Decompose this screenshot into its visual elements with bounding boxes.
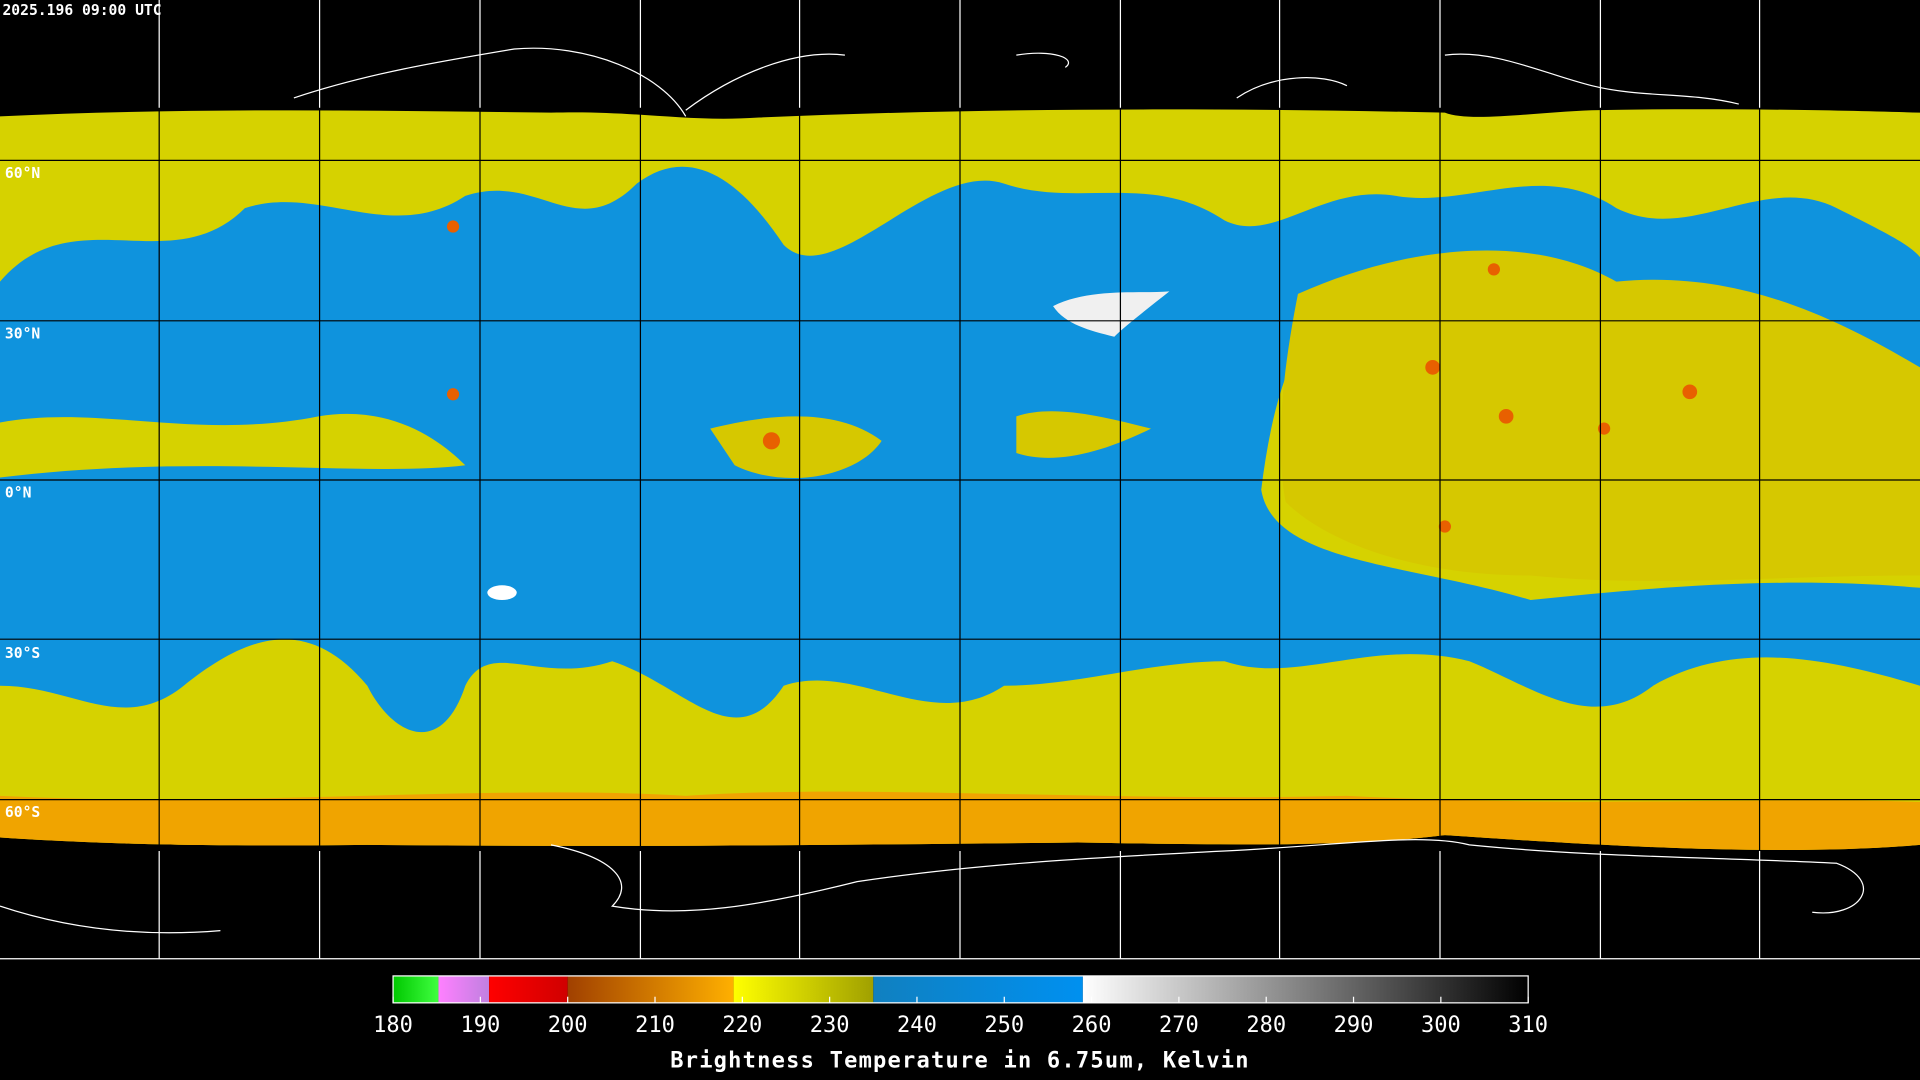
graticule-polar [0,0,1920,960]
timestamp: 2025.196 09:00 UTC [2,2,161,19]
colorbar-tick-label: 200 [548,1013,588,1038]
colorbar-segment [567,975,734,1003]
colorbar-tick-label: 290 [1334,1013,1374,1038]
colorbar-segment [733,975,874,1003]
colorbar-tick-label: 190 [460,1013,500,1038]
colorbar: 180 190 200 210 220 230 240 250 260 270 280 290 300 3… [373,975,1548,1038]
colorbar-tick-label: 280 [1246,1013,1286,1038]
lat-label: 30°S [5,645,40,662]
colorbar-tick-label: 300 [1421,1013,1461,1038]
colorbar-tick-label: 270 [1159,1013,1199,1038]
colorbar-tick-label: 220 [722,1013,762,1038]
colorbar-tick-label: 250 [984,1013,1024,1038]
colorbar-frame [392,975,1529,1004]
colorbar-tick-label: 240 [897,1013,937,1038]
colorbar-tick-label: 210 [635,1013,675,1038]
lat-label: 30°N [5,325,40,342]
lat-label: 60°N [5,165,40,182]
lat-label: 60°S [5,804,40,821]
colorbar-tick-label: 180 [373,1013,413,1038]
colorbar-segment [873,975,1083,1003]
coastlines-polar [0,47,1865,934]
african-convection [710,411,1152,479]
warm-spot [487,585,517,600]
warm-spot [1053,291,1170,337]
lat-label: 0°N [5,484,32,501]
colorbar-title: Brightness Temperature in 6.75um, Kelvin [670,1049,1250,1074]
colorbar-segment [438,975,490,1003]
colorbar-tick-label: 260 [1072,1013,1112,1038]
colorbar-segment [1082,975,1529,1003]
itcz-band [0,413,466,478]
colorbar-segment [393,975,439,1003]
cold-cloud-tops [446,220,1698,533]
colorbar-segment [489,975,568,1003]
graticule [0,0,1920,959]
colorbar-tick-label: 310 [1508,1013,1548,1038]
colorbar-tick-label: 230 [810,1013,850,1038]
